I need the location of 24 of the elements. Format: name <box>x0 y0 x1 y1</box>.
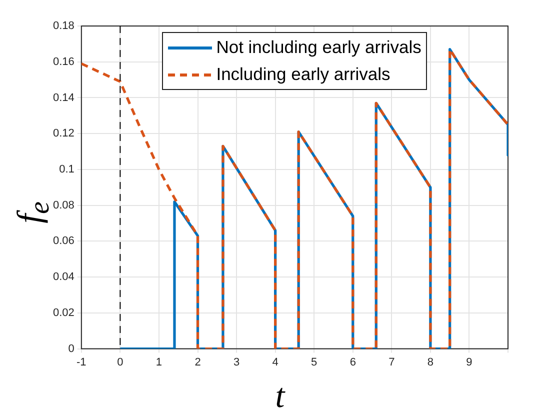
x-tick-label: 6 <box>350 356 356 368</box>
y-tick-label: 0.08 <box>52 199 74 212</box>
x-tick-label: 7 <box>388 356 395 368</box>
y-tick-label: 0.14 <box>52 92 74 104</box>
x-tick-label: 0 <box>117 356 124 368</box>
x-tick-label: 9 <box>466 356 472 368</box>
x-axis-title: t <box>274 378 286 416</box>
y-tick-label: 0.1 <box>59 164 74 176</box>
y-tick-label: 0.06 <box>52 235 74 248</box>
x-tick-label: 5 <box>311 356 318 368</box>
x-tick-label: 8 <box>427 356 434 368</box>
x-tick-label: 2 <box>194 356 201 368</box>
y-tick-label: 0.16 <box>52 56 74 68</box>
x-tick-label: 1 <box>156 356 162 368</box>
y-tick-label: 0.02 <box>52 306 74 319</box>
y-tick-label: 0.04 <box>52 271 74 284</box>
x-tick-label: 3 <box>233 356 240 368</box>
x-tick-label: -1 <box>76 356 86 368</box>
y-tick-label: 0.12 <box>52 128 74 140</box>
x-tick-label: 4 <box>272 356 278 368</box>
y-tick-label: 0.18 <box>52 20 74 32</box>
legend-label: Not including early arrivals <box>216 37 422 58</box>
y-tick-label: 0 <box>68 342 74 355</box>
legend-label: Including early arrivals <box>216 64 390 85</box>
